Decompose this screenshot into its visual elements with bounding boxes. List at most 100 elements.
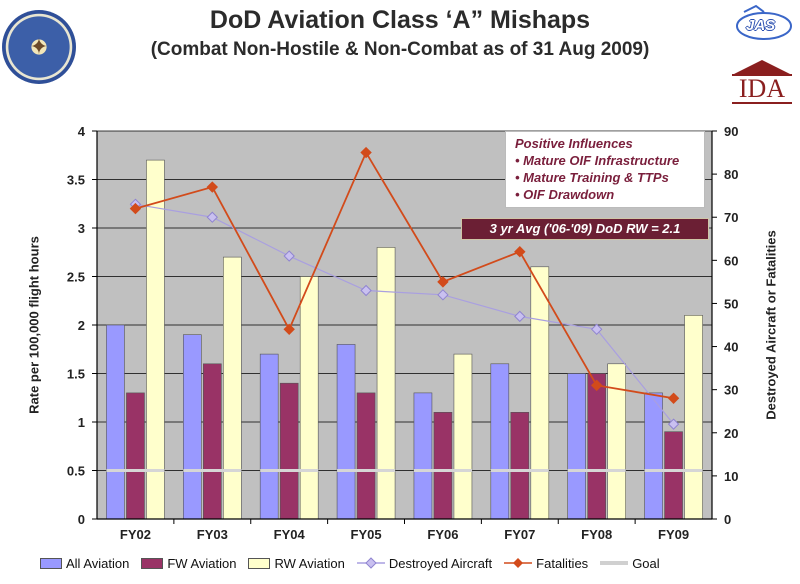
fatalities-point <box>590 379 603 392</box>
fatalities-point <box>514 246 526 258</box>
fatalities-point <box>360 146 372 159</box>
ida-logo: IDA <box>730 60 794 106</box>
y-tick-label-left: 4 <box>78 124 86 139</box>
three-year-average-box: 3 yr Avg ('06-'09) DoD RW = 2.1 <box>461 218 709 240</box>
bar-fw-aviation <box>587 373 606 520</box>
jas-logo: JAS <box>734 4 794 46</box>
y-tick-label-right: 10 <box>724 469 738 484</box>
y-tick-label-left: 0 <box>78 512 85 527</box>
destroyed-aircraft-point <box>206 211 219 223</box>
bar-fw-aviation <box>433 411 453 520</box>
legend-label: All Aviation <box>66 555 130 571</box>
destroyed-aircraft-point <box>667 418 680 430</box>
callout-bullet: • Mature OIF Infrastructure <box>515 153 680 168</box>
y-tick-label-right: 50 <box>724 296 738 311</box>
legend-item-goal: Goal <box>600 555 660 571</box>
bar-rw-aviation <box>453 353 473 520</box>
chart-title: DoD Aviation Class ‘A” Mishaps <box>209 6 591 34</box>
legend-swatch <box>248 557 271 569</box>
bar-fw-aviation <box>664 431 683 520</box>
jas-logo-text: JAS <box>746 17 776 34</box>
bar-rw-aviation <box>299 276 319 520</box>
y-tick-label-left: 3 <box>78 221 85 236</box>
bar-fw-aviation <box>510 411 530 520</box>
y-tick-label-left: 1.5 <box>67 367 85 382</box>
legend-label: Destroyed Aircraft <box>388 555 493 571</box>
bar-rw-aviation <box>146 159 165 520</box>
destroyed-aircraft-point <box>360 284 372 297</box>
y-tick-label-left: 1 <box>78 415 85 430</box>
bar-all-aviation <box>183 334 202 520</box>
legend-swatch <box>40 557 62 569</box>
eagle-icon: ✦ <box>29 34 49 59</box>
destroyed-aircraft-point <box>590 323 603 336</box>
y-tick-label-left: 2.5 <box>67 270 85 285</box>
dod-seal-icon: ✦ <box>2 10 76 84</box>
legend-item-all-aviation: All Aviation <box>40 556 129 571</box>
bar-fw-aviation <box>279 382 299 520</box>
y-tick-label-right: 20 <box>724 426 738 441</box>
fatalities-point <box>667 392 680 404</box>
legend-line-diamond-icon <box>504 558 533 568</box>
legend-item-fatalities: Fatalities <box>504 556 588 571</box>
x-tick-label: FY05 <box>351 527 382 542</box>
bar-rw-aviation <box>530 266 550 520</box>
y-tick-label-left: 0.5 <box>67 464 85 479</box>
fatalities-line <box>135 150 674 400</box>
x-tick-label: FY03 <box>197 527 228 542</box>
bar-rw-aviation <box>223 256 242 520</box>
jas-swoosh-icon <box>736 4 792 40</box>
bar-all-aviation <box>567 373 586 520</box>
fatalities-point <box>437 276 449 288</box>
legend-label: Fatalities <box>536 555 589 571</box>
positive-influences-callout: Positive Influences • Mature OIF Infrast… <box>505 131 705 208</box>
ida-logo-text: IDA <box>732 74 792 104</box>
bar-rw-aviation <box>376 247 396 520</box>
bar-all-aviation <box>490 363 510 520</box>
destroyed-aircraft-point <box>514 310 526 323</box>
ida-roof-icon <box>734 60 790 74</box>
legend-item-rw-aviation: RW Aviation <box>248 555 345 571</box>
bar-all-aviation <box>644 392 663 520</box>
bar-all-aviation <box>413 392 433 520</box>
legend-item-fw-aviation: FW Aviation <box>141 556 236 571</box>
x-tick-label: FY09 <box>658 527 689 542</box>
bar-all-aviation <box>106 324 125 520</box>
destroyed-aircraft-point <box>437 289 449 301</box>
legend-line-icon <box>600 561 629 565</box>
legend: All Aviation FW Aviation RW Aviation Des… <box>40 553 672 573</box>
x-tick-label: FY08 <box>581 527 612 542</box>
y-tick-label-right: 90 <box>724 124 738 139</box>
fatalities-point <box>129 202 142 215</box>
bar-fw-aviation <box>203 363 222 520</box>
bar-all-aviation <box>336 344 356 520</box>
legend-label: Goal <box>632 555 660 571</box>
callout-bullet: • Mature Training & TTPs <box>515 170 669 185</box>
fatalities-point <box>206 181 219 193</box>
legend-label: RW Aviation <box>274 555 345 571</box>
y-tick-label-right: 60 <box>724 253 738 268</box>
y-tick-label-left: 2 <box>78 318 85 333</box>
y-tick-label-right: 80 <box>724 167 738 182</box>
y-tick-label-left: 3.5 <box>67 173 85 188</box>
bar-rw-aviation <box>684 314 703 520</box>
legend-line-diamond-icon <box>356 557 385 569</box>
destroyed-aircraft-point <box>283 250 295 262</box>
fatalities-point <box>283 323 295 336</box>
y-tick-label-right: 70 <box>724 210 738 225</box>
callout-heading: Positive Influences <box>515 136 633 151</box>
bar-all-aviation <box>259 353 279 520</box>
x-tick-label: FY07 <box>504 527 535 542</box>
destroyed-aircraft-line <box>135 203 675 425</box>
x-tick-label: FY06 <box>427 527 458 542</box>
bar-fw-aviation <box>356 392 376 520</box>
callout-bullet: • OIF Drawdown <box>515 187 615 202</box>
legend-item-destroyed-aircraft: Destroyed Aircraft <box>356 555 493 571</box>
y-tick-label-right: 0 <box>724 512 731 527</box>
y-tick-label-right: 30 <box>724 383 738 398</box>
legend-swatch <box>141 557 164 569</box>
chart-subtitle: (Combat Non-Hostile & Non-Combat as of 3… <box>150 39 650 60</box>
y-tick-label-right: 40 <box>724 340 738 355</box>
x-tick-label: FY02 <box>120 527 151 542</box>
